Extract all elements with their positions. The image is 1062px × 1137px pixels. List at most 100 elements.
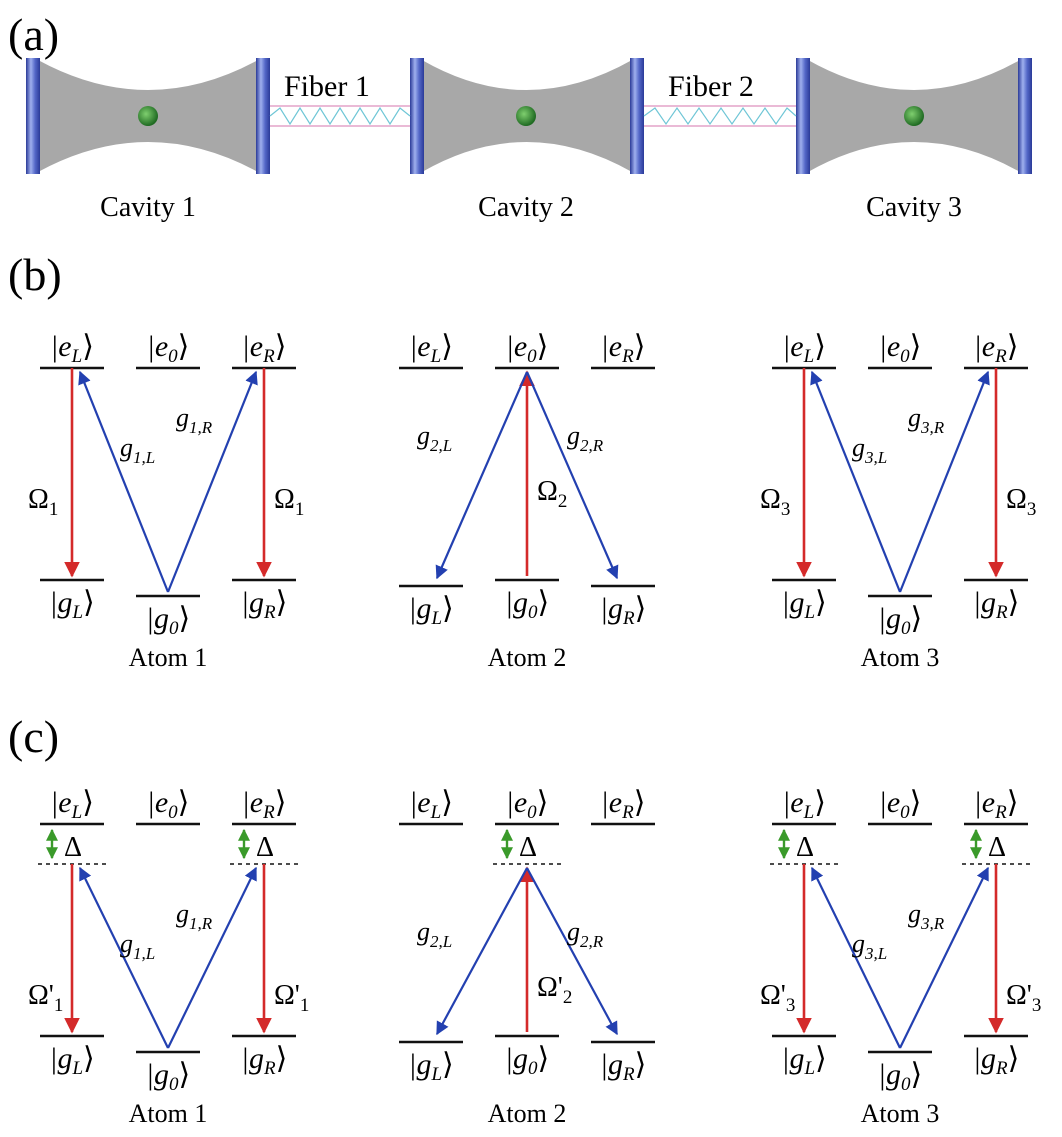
atom-sphere-icon — [516, 106, 536, 126]
ket-eR: |eR⟩ — [242, 786, 287, 823]
atom-label: Atom 2 — [488, 643, 567, 672]
atom-1-diagram: |eL⟩ |e0⟩ |eR⟩ |gL⟩ |g0⟩ |gR⟩ Ω1 Ω1 g1,L g1,R Atom… — [28, 330, 304, 672]
ket-g0: |g0⟩ — [146, 1058, 190, 1095]
coupling-arrow-right — [898, 370, 990, 593]
mirror-right-icon — [256, 58, 270, 174]
coupling-arrow-right — [526, 867, 618, 1036]
ket-g0: |g0⟩ — [878, 1058, 922, 1095]
fiber-2 — [643, 105, 797, 127]
ket-gL: |gL⟩ — [408, 1048, 454, 1085]
coupling-label-left: g1,L — [120, 929, 155, 963]
atom-sphere-icon — [904, 106, 924, 126]
mirror-left-icon — [410, 58, 424, 174]
coupling-label-left: g1,L — [120, 433, 155, 467]
cavity-1-label: Cavity 1 — [100, 192, 196, 223]
detuning-label: Δ — [988, 832, 1006, 863]
panel-b-levels: |eL⟩ |e0⟩ |eR⟩ |gL⟩ |g0⟩ |gR⟩ Ω1 Ω1 g1,L g1,R Atom… — [28, 330, 1036, 672]
ket-eR: |eR⟩ — [974, 786, 1019, 823]
panel-c-label: (c) — [8, 711, 59, 762]
coupling-label-right: g3,R — [908, 403, 945, 437]
coupling-arrow-left — [78, 370, 170, 593]
pump-label-right: Ω3 — [1006, 484, 1036, 520]
atom-3-diagram: |eL⟩ |e0⟩ |eR⟩ |gL⟩ |g0⟩ |gR⟩ Ω3 Ω3 g3,L g3,R Atom… — [760, 330, 1036, 672]
ket-gR: |gR⟩ — [600, 592, 647, 629]
ket-eL: |eL⟩ — [409, 786, 453, 823]
pump-label-right: Ω1 — [274, 484, 304, 520]
ket-g0: |g0⟩ — [146, 602, 190, 639]
panel-a: (a) Fiber 1 — [8, 9, 1032, 223]
coupling-label-right: g2,R — [567, 917, 604, 951]
pump-label-center: Ω2 — [537, 476, 567, 512]
ket-e0: |e0⟩ — [879, 330, 922, 367]
ket-g0: |g0⟩ — [505, 1042, 549, 1079]
atom-2-diagram: |eL⟩ |e0⟩ |eR⟩ |gL⟩ |g0⟩ |gR⟩ Δ Ω'2 g2,L g2,R Atom… — [399, 786, 655, 1128]
atom-2-diagram: |eL⟩ |e0⟩ |eR⟩ |gL⟩ |g0⟩ |gR⟩ Ω2 g2,L g2,R Atom 2 — [399, 330, 655, 672]
ket-e0: |e0⟩ — [879, 786, 922, 823]
coupling-arrow-left — [810, 370, 902, 593]
fiber-1 — [269, 105, 411, 127]
pump-label-right: Ω'1 — [274, 980, 309, 1016]
detuning-label: Δ — [64, 832, 82, 863]
ket-e0: |e0⟩ — [506, 330, 549, 367]
coupling-label-right: g1,R — [176, 899, 213, 933]
ket-g0: |g0⟩ — [505, 586, 549, 623]
mirror-left-icon — [26, 58, 40, 174]
atom-label: Atom 3 — [861, 1099, 940, 1128]
panel-c-levels: |eL⟩ |e0⟩ |eR⟩ |gL⟩ |g0⟩ |gR⟩ Δ Δ Ω'1 Ω'1 g1,L g1,R… — [28, 786, 1041, 1128]
ket-eL: |eL⟩ — [782, 330, 826, 367]
atom-label: Atom 3 — [861, 643, 940, 672]
pump-label-right: Ω'3 — [1006, 980, 1041, 1016]
cavity-3 — [796, 58, 1032, 174]
coupling-label-left: g3,L — [852, 433, 887, 467]
coupling-label-right: g2,R — [567, 421, 604, 455]
fiber-2-label: Fiber 2 — [668, 70, 754, 103]
ket-gR: |gR⟩ — [973, 1042, 1020, 1079]
pump-label-left: Ω3 — [760, 484, 790, 520]
atom-1-diagram: |eL⟩ |e0⟩ |eR⟩ |gL⟩ |g0⟩ |gR⟩ Δ Δ Ω'1 Ω'1 g1,L g1,R… — [28, 786, 309, 1128]
pump-label-left: Ω1 — [28, 484, 58, 520]
cavity-2 — [410, 58, 644, 174]
ket-eR: |eR⟩ — [974, 330, 1019, 367]
atom-3-diagram: |eL⟩ |e0⟩ |eR⟩ |gL⟩ |g0⟩ |gR⟩ Δ Δ Ω'3 Ω'3 g3,L g3,R… — [760, 786, 1041, 1128]
coupling-label-left: g2,L — [417, 917, 452, 951]
coupling-label-left: g2,L — [417, 421, 452, 455]
pump-label-left: Ω'1 — [28, 980, 63, 1016]
coupling-label-right: g3,R — [908, 899, 945, 933]
coupling-arrow-left — [79, 866, 169, 1049]
ket-gL: |gL⟩ — [781, 586, 827, 623]
ket-gL: |gL⟩ — [781, 1042, 827, 1079]
panel-b: (b) — [8, 249, 62, 300]
ket-gR: |gR⟩ — [973, 586, 1020, 623]
ket-eL: |eL⟩ — [50, 330, 94, 367]
ket-gL: |gL⟩ — [408, 592, 454, 629]
coupling-arrow-right — [166, 370, 258, 593]
coupling-arrow-right — [167, 866, 257, 1049]
atom-label: Atom 1 — [129, 1099, 208, 1128]
ket-e0: |e0⟩ — [506, 786, 549, 823]
ket-gR: |gR⟩ — [241, 1042, 288, 1079]
detuning-label: Δ — [256, 832, 274, 863]
ket-eL: |eL⟩ — [50, 786, 94, 823]
panel-a-label: (a) — [8, 9, 59, 60]
mirror-right-icon — [1018, 58, 1032, 174]
detuning-label: Δ — [519, 832, 537, 863]
coupling-label-left: g3,L — [852, 929, 887, 963]
ket-gL: |gL⟩ — [49, 586, 95, 623]
coupling-arrow-left — [436, 867, 528, 1036]
cavity-3-label: Cavity 3 — [866, 192, 962, 223]
ket-e0: |e0⟩ — [147, 330, 190, 367]
mirror-left-icon — [796, 58, 810, 174]
panel-b-label: (b) — [8, 249, 62, 300]
pump-label-center: Ω'2 — [537, 972, 572, 1008]
panel-c: (c) — [8, 711, 59, 762]
cavity-2-label: Cavity 2 — [478, 192, 574, 223]
coupling-arrow-left — [435, 371, 529, 580]
coupling-arrow-left — [811, 866, 901, 1049]
atom-label: Atom 2 — [488, 1099, 567, 1128]
coupling-arrow-right — [525, 371, 619, 580]
ket-eR: |eR⟩ — [601, 786, 646, 823]
fiber-1-label: Fiber 1 — [284, 70, 370, 103]
ket-eR: |eR⟩ — [601, 330, 646, 367]
atom-label: Atom 1 — [129, 643, 208, 672]
